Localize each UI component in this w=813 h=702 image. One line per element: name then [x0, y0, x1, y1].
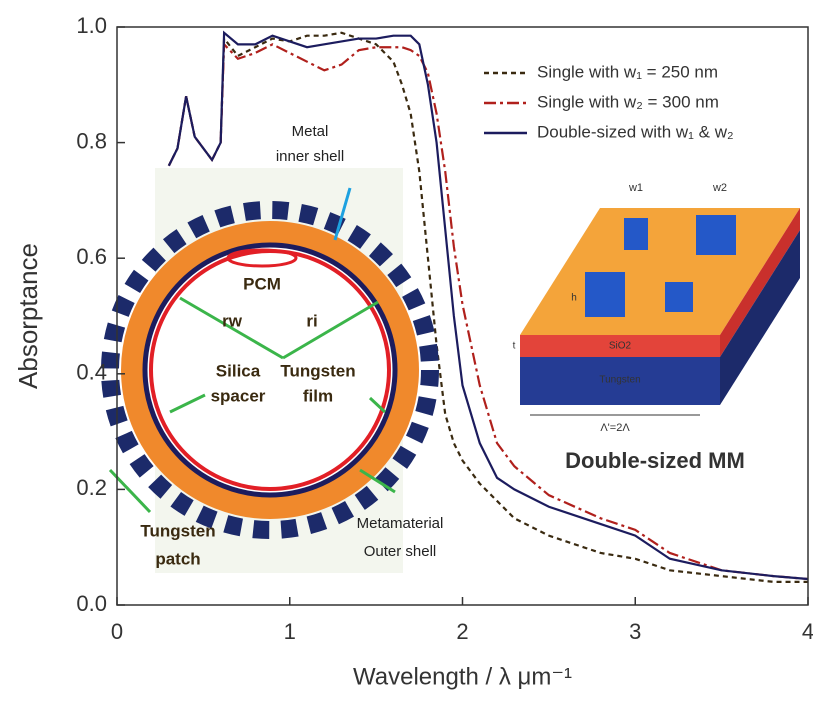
shell-inset — [110, 168, 430, 573]
shell-label: Metamaterial — [357, 515, 444, 532]
shell-label: rw — [222, 311, 243, 330]
chart: Single with w₁ = 250 nm Single with w₂ = … — [0, 0, 813, 702]
mm-label: Tungsten — [599, 375, 640, 386]
x-tick-label: 3 — [629, 619, 641, 644]
mm-label: h — [571, 293, 577, 304]
shell-label: Tungsten — [140, 521, 215, 540]
mm-inset — [520, 208, 800, 415]
shell-label: Silica — [216, 361, 261, 380]
mm-label: Double-sized MM — [565, 448, 745, 473]
shell-label: Outer shell — [364, 543, 437, 560]
legend-label: Single with w₂ = 300 nm — [537, 92, 719, 111]
silica-ring — [132, 232, 408, 508]
shell-label: inner shell — [276, 148, 344, 165]
y-tick-label: 0.6 — [76, 244, 107, 269]
y-tick-label: 1.0 — [76, 13, 107, 38]
mm-label: t — [513, 341, 516, 352]
shell-label: Metal — [292, 123, 329, 140]
y-tick-label: 0.0 — [76, 591, 107, 616]
legend-label: Single with w₁ = 250 nm — [537, 62, 718, 81]
x-tick-label: 4 — [802, 619, 813, 644]
mm-label: Λ'=2Λ — [600, 422, 630, 434]
x-axis-label: Wavelength / λ μm⁻¹ — [353, 663, 572, 690]
shell-label: patch — [155, 549, 200, 568]
x-tick-label: 0 — [111, 619, 123, 644]
mm-label: SiO2 — [609, 341, 632, 352]
x-tick-label: 1 — [284, 619, 296, 644]
mm-label: w1 — [628, 182, 643, 194]
mm-label: w2 — [712, 182, 727, 194]
legend-label: Double-sized with w₁ & w₂ — [537, 122, 734, 141]
x-tick-label: 2 — [456, 619, 468, 644]
y-tick-label: 0.8 — [76, 128, 107, 153]
y-tick-label: 0.4 — [76, 360, 107, 385]
legend: Single with w₁ = 250 nm Single with w₂ = … — [484, 62, 734, 141]
shell-label: spacer — [211, 386, 266, 405]
shell-label: film — [303, 386, 333, 405]
y-tick-label: 0.2 — [76, 475, 107, 500]
y-axis-label: Absorptance — [13, 243, 43, 389]
shell-label: PCM — [243, 274, 281, 293]
shell-label: ri — [306, 311, 317, 330]
shell-label: Tungsten — [280, 361, 355, 380]
